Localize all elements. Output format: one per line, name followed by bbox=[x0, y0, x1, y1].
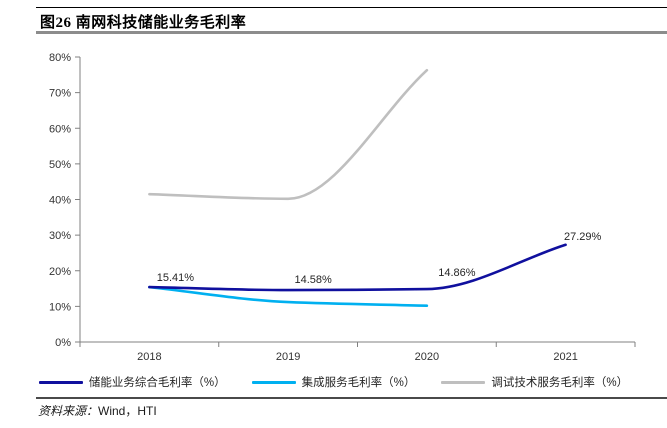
series-line bbox=[148, 68, 429, 201]
legend-item: 集成服务毛利率（%） bbox=[251, 374, 416, 390]
x-tick-label: 2021 bbox=[553, 351, 577, 363]
y-tick-label: 60% bbox=[49, 123, 71, 135]
legend-label: 集成服务毛利率（%） bbox=[301, 377, 416, 389]
series-line bbox=[148, 243, 567, 292]
x-tick-label: 2019 bbox=[276, 351, 300, 363]
legend-item: 调试技术服务毛利率（%） bbox=[441, 374, 628, 390]
legend-label: 调试技术服务毛利率（%） bbox=[491, 377, 629, 389]
legend-item: 储能业务综合毛利率（%） bbox=[38, 374, 226, 390]
title-underline-rule bbox=[36, 31, 667, 34]
figure-title: 图26 南网科技储能业务毛利率 bbox=[40, 15, 247, 31]
data-point-label: 14.58% bbox=[294, 274, 332, 286]
source-prefix: 资料来源： bbox=[38, 404, 99, 418]
legend-label: 储能业务综合毛利率（%） bbox=[88, 377, 226, 389]
y-tick-label: 70% bbox=[49, 88, 71, 100]
data-point-label: 14.86% bbox=[438, 267, 476, 279]
y-tick-label: 0% bbox=[55, 337, 71, 349]
top-rule bbox=[36, 7, 667, 8]
source-line: 资料来源：Wind，HTI bbox=[38, 402, 157, 419]
y-tick-label: 20% bbox=[49, 266, 71, 278]
line-chart: 0% 10% 20% 30% 40% 50% 60% 70% 80% 2018 2019 2020 20… bbox=[49, 52, 636, 363]
x-tick-label: 2020 bbox=[415, 351, 439, 363]
data-point-label: 15.41% bbox=[157, 272, 195, 284]
source-text: Wind，HTI bbox=[98, 404, 157, 418]
y-tick-label: 10% bbox=[49, 301, 71, 313]
chart-legend: 储能业务综合毛利率（%） 集成服务毛利率（%） 调试技术服务毛利率（%） bbox=[0, 374, 667, 390]
x-tick-label: 2018 bbox=[137, 351, 161, 363]
series-line bbox=[148, 285, 429, 307]
bottom-rule bbox=[36, 397, 667, 399]
legend-line-swatch bbox=[38, 380, 83, 384]
y-tick-label: 80% bbox=[49, 52, 71, 64]
y-tick-label: 40% bbox=[49, 195, 71, 207]
y-tick-label: 30% bbox=[49, 230, 71, 242]
legend-line-swatch bbox=[251, 380, 296, 384]
legend-line-swatch bbox=[441, 380, 486, 384]
y-tick-label: 50% bbox=[49, 159, 71, 171]
data-point-label: 27.29% bbox=[564, 231, 602, 243]
